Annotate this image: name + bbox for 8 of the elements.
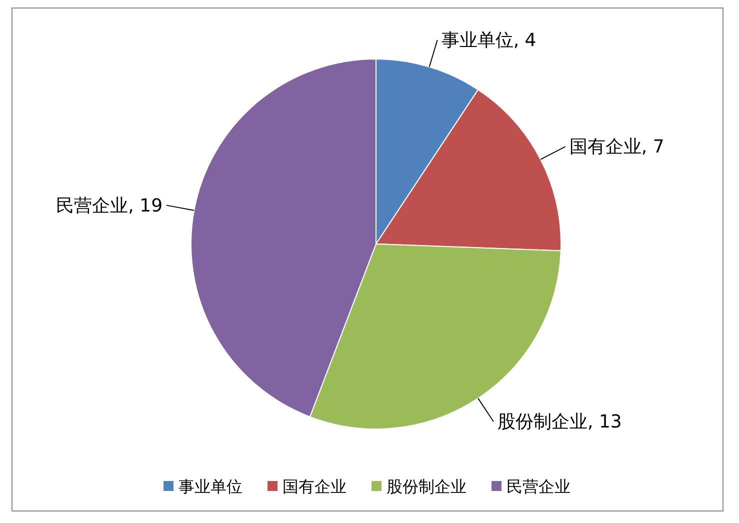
- legend-label: 国有企业: [282, 477, 346, 496]
- legend-label: 事业单位: [178, 477, 242, 496]
- legend-label: 民营企业: [506, 477, 570, 496]
- data-label: 国有企业, 7: [569, 136, 664, 158]
- data-label: 民营企业, 19: [56, 195, 163, 216]
- legend-label: 股份制企业: [386, 477, 466, 496]
- data-label: 股份制企业, 13: [498, 412, 622, 433]
- data-label: 事业单位, 4: [441, 30, 536, 52]
